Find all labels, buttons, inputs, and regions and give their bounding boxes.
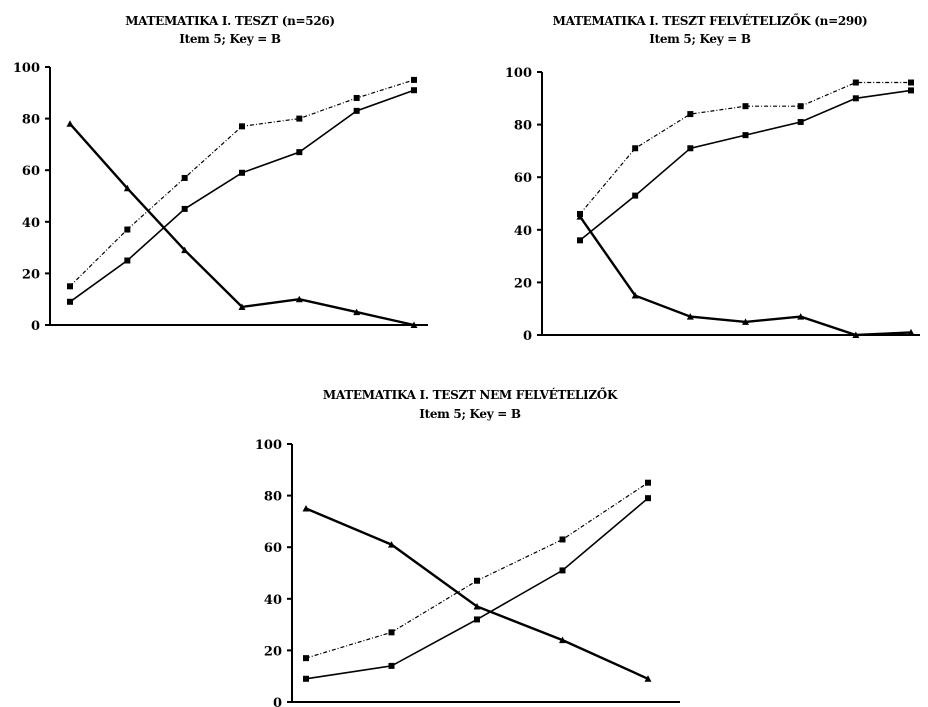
y-tick-label: 0 (273, 696, 282, 707)
series-2-line (69, 89, 415, 303)
series-2-point (852, 95, 859, 102)
series-2-point (908, 87, 914, 94)
series-1-point (631, 292, 639, 299)
y-tick-label: 60 (514, 171, 532, 186)
y-tick-label: 20 (22, 267, 40, 282)
series-2-point (239, 169, 245, 176)
series-1-point (295, 295, 303, 303)
series-2-point (67, 298, 73, 305)
series-3-point (388, 629, 395, 636)
chart-2-title: MATEMATIKA I. TESZT FELVÉTELIZŐK (n=290) (552, 14, 868, 28)
series-1-point (238, 303, 246, 310)
series-3-point (577, 211, 583, 218)
series-3-line (579, 81, 911, 215)
series-2-point (797, 118, 804, 125)
series-2-point (353, 107, 360, 114)
series-3-point (474, 577, 480, 584)
series-2-line (579, 89, 912, 241)
series-1-line (305, 507, 649, 680)
series-3-point (632, 145, 639, 152)
series-2-point (181, 205, 188, 212)
series-3-point (181, 174, 188, 181)
y-tick-label: 40 (22, 216, 40, 231)
chart-1-subtitle: Item 5; Key = B (179, 32, 281, 46)
series-1-point (797, 313, 805, 320)
y-tick-label: 100 (255, 438, 282, 453)
series-1-point (644, 675, 652, 682)
chart-2-plot: 0 20 40 60 80 100 (505, 66, 920, 344)
series-3-point (353, 94, 360, 101)
y-tick-label: 80 (514, 119, 532, 134)
chart-panel-1: MATEMATIKA I. TESZT (n=526) Item 5; Key … (0, 0, 470, 350)
chart-1-title: MATEMATIKA I. TESZT (n=526) (125, 14, 335, 28)
y-tick-label: 60 (264, 541, 282, 556)
series-1-point (123, 184, 131, 192)
series-1-line (579, 215, 912, 337)
series-1-point (852, 331, 860, 338)
series-2-point (742, 132, 749, 139)
y-tick-label: 0 (31, 319, 40, 334)
series-3-point (742, 103, 749, 110)
series-3-point (797, 103, 804, 110)
y-tick-label: 20 (514, 276, 532, 291)
series-2-point (559, 567, 566, 574)
series-1-point (66, 120, 74, 127)
series-1-point (907, 328, 915, 336)
series-3-line (305, 482, 649, 659)
series-3-point (67, 283, 73, 290)
series-1-point (353, 308, 361, 316)
y-tick-label: 0 (523, 329, 532, 344)
series-3-point (239, 123, 245, 130)
series-2-point (632, 192, 639, 199)
series-2-point (124, 257, 131, 264)
series-1-point (181, 246, 189, 254)
y-tick-label: 100 (13, 61, 40, 76)
series-3-point (645, 479, 651, 486)
series-2-line (305, 497, 649, 680)
chart-3-title: MATEMATIKA I. TESZT NEM FELVÉTELIZŐK (322, 388, 618, 402)
series-3-point (559, 536, 566, 543)
series-3-point (124, 226, 131, 233)
series-2-point (303, 675, 309, 682)
chart-3-subtitle: Item 5; Key = B (419, 407, 521, 421)
chart-panel-3: MATEMATIKA I. TESZT NEM FELVÉTELIZŐK Ite… (0, 350, 928, 707)
series-2-point (645, 495, 651, 502)
y-tick-label: 80 (22, 113, 40, 128)
series-2-point (577, 237, 583, 244)
series-3-point (687, 111, 694, 118)
series-3-point (303, 655, 309, 662)
series-3-point (296, 115, 303, 122)
series-1-line (69, 123, 415, 327)
y-tick-label: 40 (514, 224, 532, 239)
series-3-point (908, 79, 914, 86)
y-tick-label: 40 (264, 593, 282, 608)
series-1-point (742, 318, 749, 325)
chart-1-plot: 0 20 40 60 80 100 (13, 61, 428, 334)
series-2-point (411, 87, 417, 94)
y-tick-label: 60 (22, 164, 40, 179)
series-1-point (388, 541, 395, 548)
series-2-point (388, 662, 395, 669)
series-1-point (302, 505, 310, 512)
y-tick-label: 100 (505, 66, 532, 81)
series-1-point (473, 603, 481, 610)
series-2-point (687, 145, 694, 152)
chart-panel-2: MATEMATIKA I. TESZT FELVÉTELIZŐK (n=290)… (470, 0, 928, 350)
series-1-point (559, 636, 566, 644)
series-3-point (411, 76, 417, 83)
chart-2-subtitle: Item 5; Key = B (649, 32, 751, 46)
y-tick-label: 20 (264, 644, 282, 659)
series-2-point (474, 616, 480, 623)
series-1-point (410, 321, 418, 328)
chart-3-plot: 0 20 40 60 80 100 (255, 438, 680, 707)
series-3-point (852, 79, 859, 86)
y-tick-label: 80 (264, 490, 282, 505)
series-1-point (686, 313, 694, 320)
series-2-point (296, 149, 303, 156)
